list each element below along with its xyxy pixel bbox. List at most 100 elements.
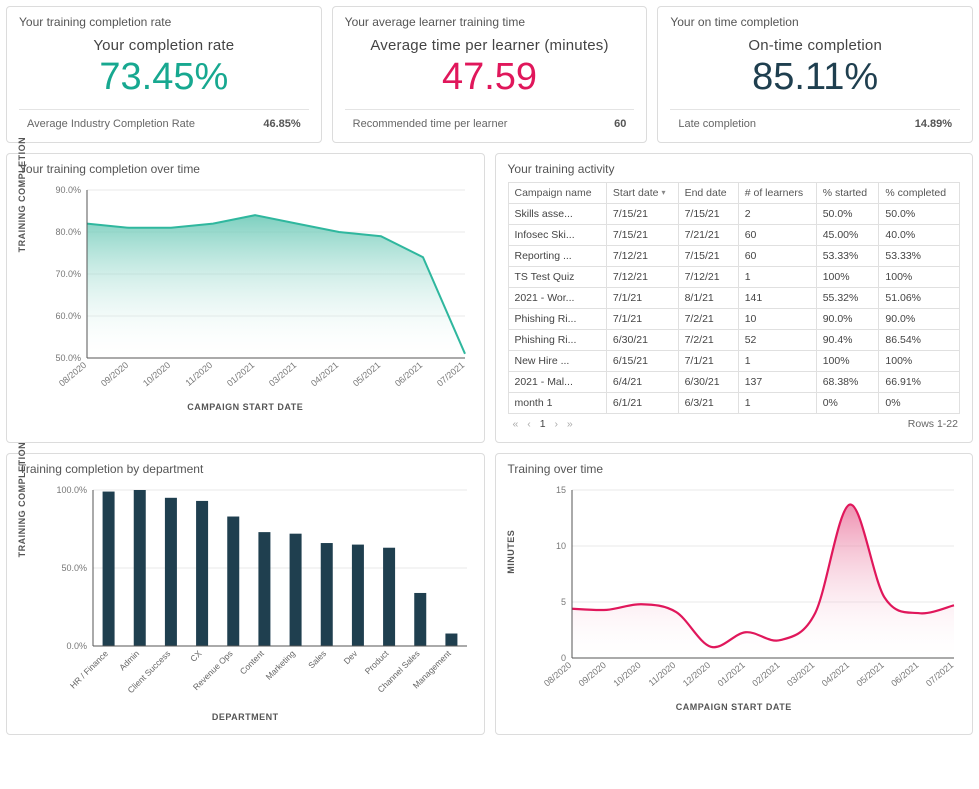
table-header[interactable]: Campaign name [508, 183, 606, 204]
table-cell: 6/1/21 [606, 393, 678, 414]
by-department-card: Training completion by department TRAINI… [6, 453, 485, 735]
table-cell: TS Test Quiz [508, 267, 606, 288]
table-cell: 0% [879, 393, 960, 414]
table-row[interactable]: month 16/1/216/3/2110%0% [508, 393, 960, 414]
pager-first-icon[interactable]: « [513, 418, 519, 430]
svg-text:01/2021: 01/2021 [225, 360, 256, 389]
svg-text:05/2021: 05/2021 [351, 360, 382, 389]
kpi-value: 85.11% [670, 56, 960, 99]
svg-text:10: 10 [555, 541, 565, 551]
kpi-completion-rate-card: Your training completion rate Your compl… [6, 6, 322, 143]
table-row[interactable]: Phishing Ri...7/1/217/2/211090.0%90.0% [508, 309, 960, 330]
x-axis-label: CAMPAIGN START DATE [19, 402, 472, 412]
svg-text:Product: Product [363, 648, 391, 676]
svg-text:02/2021: 02/2021 [750, 660, 781, 689]
training-over-time-chart: 05101508/202009/202010/202011/202012/202… [534, 482, 964, 692]
table-cell: 50.0% [879, 204, 960, 225]
svg-text:15: 15 [555, 485, 565, 495]
svg-text:60.0%: 60.0% [55, 311, 81, 321]
svg-text:90.0%: 90.0% [55, 185, 81, 195]
table-header[interactable]: End date [678, 183, 738, 204]
table-row[interactable]: TS Test Quiz7/12/217/12/211100%100% [508, 267, 960, 288]
table-cell: 2021 - Mal... [508, 372, 606, 393]
pager-next-icon[interactable]: › [554, 418, 558, 430]
pager-last-icon[interactable]: » [567, 418, 573, 430]
table-cell: 90.4% [816, 330, 879, 351]
table-row[interactable]: Skills asse...7/15/217/15/21250.0%50.0% [508, 204, 960, 225]
y-axis-label: TRAINING COMPLETION [17, 137, 27, 253]
kpi-sub-value: 14.89% [915, 118, 952, 130]
svg-text:10/2020: 10/2020 [141, 360, 172, 389]
svg-text:12/2020: 12/2020 [680, 660, 711, 689]
table-cell: 100% [816, 267, 879, 288]
table-row[interactable]: New Hire ...6/15/217/1/211100%100% [508, 351, 960, 372]
table-cell: New Hire ... [508, 351, 606, 372]
svg-text:Dev: Dev [342, 648, 360, 666]
completion-over-time-card: Your training completion over time TRAIN… [6, 153, 485, 443]
table-cell: 100% [816, 351, 879, 372]
table-cell: 7/12/21 [678, 267, 738, 288]
svg-text:50.0%: 50.0% [55, 353, 81, 363]
table-row[interactable]: Infosec Ski...7/15/217/21/216045.00%40.0… [508, 225, 960, 246]
card-title: Training completion by department [19, 462, 472, 476]
table-row[interactable]: Phishing Ri...6/30/217/2/215290.4%86.54% [508, 330, 960, 351]
table-cell: 7/1/21 [606, 288, 678, 309]
table-cell: 7/12/21 [606, 267, 678, 288]
table-cell: 68.38% [816, 372, 879, 393]
y-axis-label: TRAINING COMPLETION [17, 442, 27, 557]
table-cell: 6/30/21 [678, 372, 738, 393]
card-title: Your on time completion [670, 15, 960, 29]
divider [345, 109, 635, 110]
table-cell: 137 [738, 372, 816, 393]
kpi-sub-label: Late completion [678, 118, 756, 130]
table-cell: 6/30/21 [606, 330, 678, 351]
table-row[interactable]: Reporting ...7/12/217/15/216053.33%53.33… [508, 246, 960, 267]
svg-text:0.0%: 0.0% [66, 641, 87, 651]
svg-text:01/2021: 01/2021 [715, 660, 746, 689]
table-header[interactable]: # of learners [738, 183, 816, 204]
svg-text:09/2020: 09/2020 [99, 360, 130, 389]
kpi-sub-value: 46.85% [263, 118, 300, 130]
svg-text:11/2020: 11/2020 [183, 360, 214, 388]
pager-page: 1 [540, 418, 546, 430]
kpi-value: 47.59 [345, 56, 635, 99]
svg-text:CX: CX [188, 648, 204, 664]
table-row[interactable]: 2021 - Mal...6/4/216/30/2113768.38%66.91… [508, 372, 960, 393]
svg-text:08/2020: 08/2020 [57, 360, 88, 389]
pager-prev-icon[interactable]: ‹ [527, 418, 531, 430]
svg-text:Marketing: Marketing [264, 648, 298, 682]
table-cell: 2021 - Wor... [508, 288, 606, 309]
svg-text:05/2021: 05/2021 [854, 660, 885, 689]
svg-text:100.0%: 100.0% [56, 485, 87, 495]
table-cell: 0% [816, 393, 879, 414]
table-cell: Infosec Ski... [508, 225, 606, 246]
svg-text:Content: Content [238, 648, 267, 677]
table-cell: 100% [879, 267, 960, 288]
svg-text:Sales: Sales [306, 648, 328, 670]
table-cell: 7/12/21 [606, 246, 678, 267]
y-axis-label: MINUTES [506, 530, 516, 574]
pager-nav: « ‹ 1 › » [510, 418, 576, 430]
card-title: Training over time [508, 462, 961, 476]
table-cell: 45.00% [816, 225, 879, 246]
table-row[interactable]: 2021 - Wor...7/1/218/1/2114155.32%51.06% [508, 288, 960, 309]
svg-text:06/2021: 06/2021 [393, 360, 424, 389]
kpi-label: Average time per learner (minutes) [345, 37, 635, 54]
svg-text:5: 5 [560, 597, 565, 607]
card-title: Your training activity [508, 162, 961, 176]
table-cell: 60 [738, 225, 816, 246]
table-cell: 7/21/21 [678, 225, 738, 246]
kpi-sub-label: Average Industry Completion Rate [27, 118, 195, 130]
table-header[interactable]: Start date▾ [606, 183, 678, 204]
table-cell: 60 [738, 246, 816, 267]
table-header[interactable]: % started [816, 183, 879, 204]
completion-over-time-chart: 50.0%60.0%70.0%80.0%90.0%08/202009/20201… [45, 182, 475, 392]
table-cell: 141 [738, 288, 816, 309]
table-header[interactable]: % completed [879, 183, 960, 204]
training-over-time-card: Training over time MINUTES 05101508/2020… [495, 453, 974, 735]
table-cell: 52 [738, 330, 816, 351]
table-cell: 55.32% [816, 288, 879, 309]
table-cell: 1 [738, 351, 816, 372]
svg-text:HR / Finance: HR / Finance [68, 648, 110, 690]
table-cell: 10 [738, 309, 816, 330]
